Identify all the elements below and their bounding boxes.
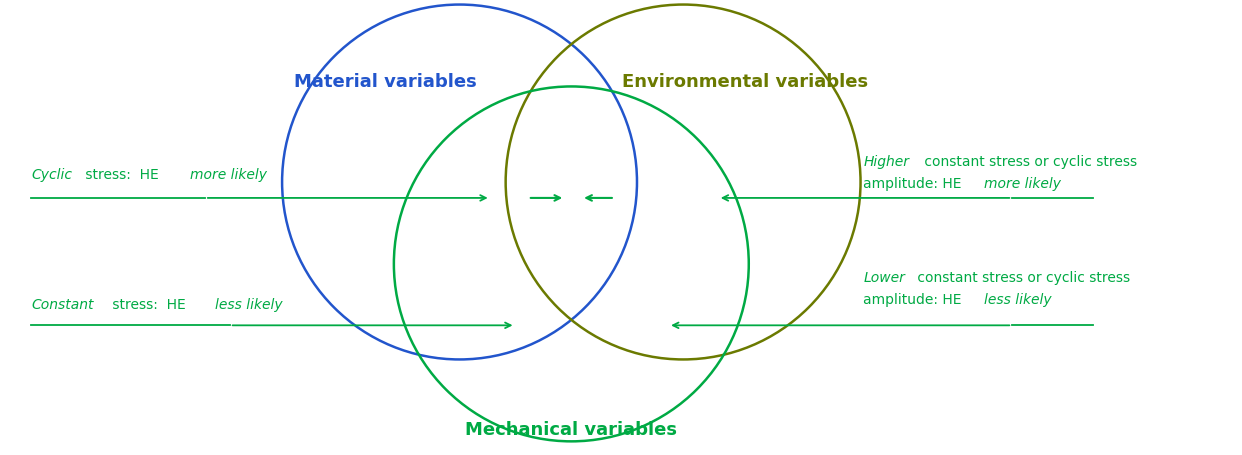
Text: more likely: more likely: [984, 177, 1061, 191]
Text: amplitude: HE: amplitude: HE: [863, 177, 966, 191]
Text: Environmental variables: Environmental variables: [622, 73, 868, 91]
Text: Material variables: Material variables: [293, 73, 477, 91]
Text: constant stress or cyclic stress: constant stress or cyclic stress: [913, 271, 1130, 284]
Text: amplitude: HE: amplitude: HE: [863, 293, 966, 307]
Text: constant stress or cyclic stress: constant stress or cyclic stress: [920, 155, 1138, 168]
Text: Higher: Higher: [863, 155, 909, 168]
Text: Lower: Lower: [863, 271, 905, 284]
Text: more likely: more likely: [190, 168, 267, 182]
Text: less likely: less likely: [215, 298, 282, 312]
Text: stress:  HE: stress: HE: [81, 168, 163, 182]
Text: Mechanical variables: Mechanical variables: [466, 421, 677, 439]
Text: stress:  HE: stress: HE: [108, 298, 190, 312]
Text: less likely: less likely: [984, 293, 1051, 307]
Text: Cyclic: Cyclic: [31, 168, 72, 182]
Text: Constant: Constant: [31, 298, 93, 312]
